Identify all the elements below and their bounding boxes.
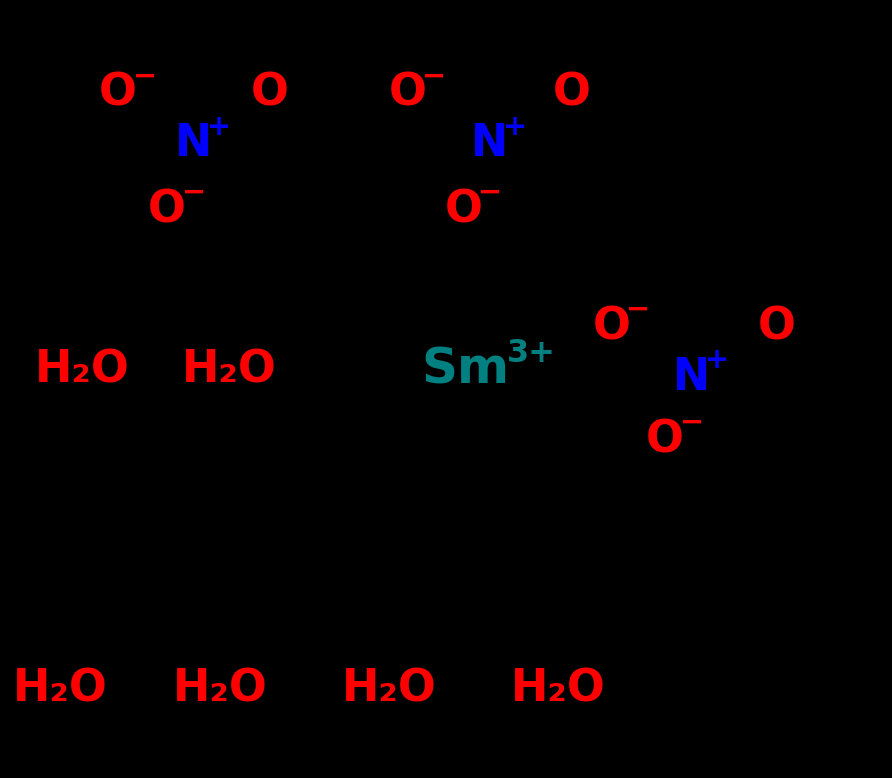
Text: H₂O: H₂O bbox=[35, 348, 130, 391]
Text: H₂O: H₂O bbox=[342, 667, 437, 710]
Text: O: O bbox=[251, 72, 288, 115]
Text: N: N bbox=[471, 122, 508, 166]
Text: 3+: 3+ bbox=[508, 338, 557, 370]
Text: H₂O: H₂O bbox=[511, 667, 606, 710]
Text: H₂O: H₂O bbox=[173, 667, 268, 710]
Text: N: N bbox=[673, 356, 710, 399]
Text: Sm: Sm bbox=[421, 345, 509, 394]
Text: −: − bbox=[626, 296, 650, 324]
Text: O: O bbox=[148, 188, 186, 232]
Text: +: + bbox=[503, 113, 527, 141]
Text: H₂O: H₂O bbox=[182, 348, 277, 391]
Text: H₂O: H₂O bbox=[12, 667, 108, 710]
Text: O: O bbox=[593, 305, 631, 349]
Text: −: − bbox=[422, 62, 446, 90]
Text: +: + bbox=[207, 113, 231, 141]
Text: +: + bbox=[705, 346, 729, 374]
Text: O: O bbox=[646, 418, 684, 461]
Text: O: O bbox=[553, 72, 591, 115]
Text: −: − bbox=[478, 179, 502, 207]
Text: O: O bbox=[444, 188, 483, 232]
Text: N: N bbox=[175, 122, 212, 166]
Text: O: O bbox=[99, 72, 137, 115]
Text: O: O bbox=[757, 305, 796, 349]
Text: −: − bbox=[680, 408, 704, 436]
Text: −: − bbox=[182, 179, 206, 207]
Text: −: − bbox=[133, 62, 157, 90]
Text: O: O bbox=[388, 72, 426, 115]
